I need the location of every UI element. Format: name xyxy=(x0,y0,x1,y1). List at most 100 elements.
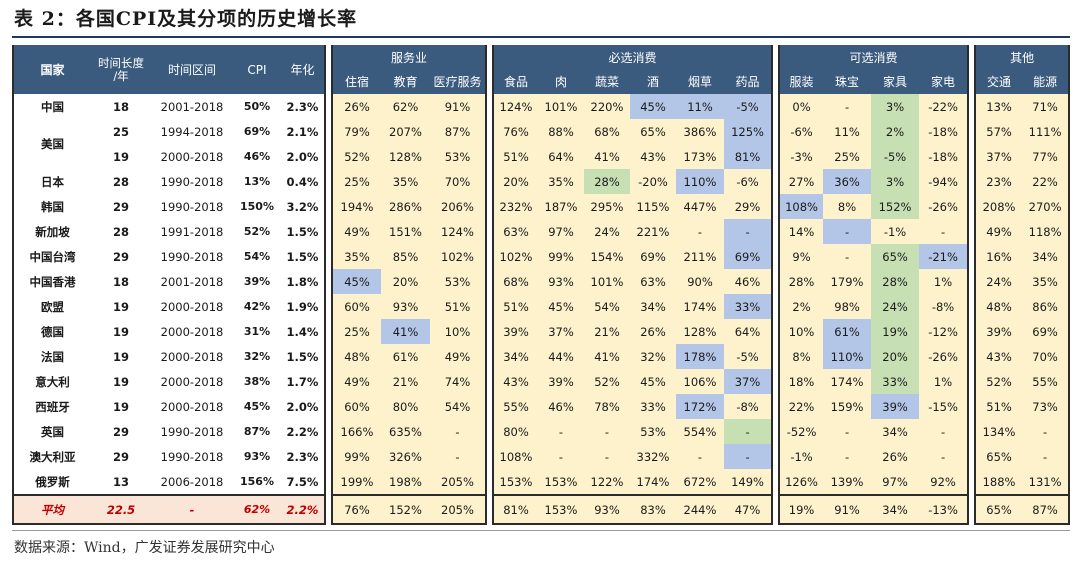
period-cell: 1990-2018 xyxy=(151,444,233,469)
length-cell: 13 xyxy=(91,469,151,496)
value-cell: 115% xyxy=(630,194,676,219)
value-cell: -6% xyxy=(778,119,824,144)
value-cell: 85% xyxy=(381,244,430,269)
value-cell: - xyxy=(538,419,584,444)
value-cell: 286% xyxy=(381,194,430,219)
table-row: 中国 18 2001-2018 50% 2.3% 26% 62% 91% 124% 101% 220… xyxy=(12,94,1071,119)
country-cell: 日本 xyxy=(12,169,91,194)
value-cell: 36% xyxy=(823,169,872,194)
value-cell: 125% xyxy=(724,119,774,144)
value-cell: 635% xyxy=(381,419,430,444)
value-cell: 386% xyxy=(676,119,724,144)
value-cell: 53% xyxy=(430,269,487,294)
value-cell: - xyxy=(538,444,584,469)
spacer xyxy=(772,495,780,524)
value-cell: 8% xyxy=(778,344,824,369)
value-cell: 188% xyxy=(974,469,1023,496)
value-cell: 79% xyxy=(331,119,381,144)
header-country: 国家 xyxy=(12,45,91,94)
value-cell: 134% xyxy=(974,419,1023,444)
spacer xyxy=(325,294,332,319)
value-cell: 672% xyxy=(676,469,724,496)
value-cell: 97% xyxy=(871,469,920,496)
cpi-cell: 50% xyxy=(233,94,281,119)
country-cell: 欧盟 xyxy=(12,294,91,319)
table-row: 西班牙 19 2000-2018 45% 2.0% 60% 80% 54% 55% 46% 78% 3… xyxy=(12,394,1071,419)
value-cell: 25% xyxy=(823,144,872,169)
spacer xyxy=(968,469,976,495)
value-cell: - xyxy=(724,219,774,244)
period-cell: 1990-2018 xyxy=(151,244,233,269)
value-cell: 49% xyxy=(331,219,381,244)
value-cell: 102% xyxy=(492,244,538,269)
spacer xyxy=(486,469,493,495)
annualized-cell: 1.5% xyxy=(281,244,326,269)
value-cell: 9% xyxy=(778,244,824,269)
value-cell: 52% xyxy=(584,369,630,394)
spacer xyxy=(325,194,332,219)
annualized-cell: 1.5% xyxy=(281,219,326,244)
value-cell: -52% xyxy=(778,419,824,444)
annualized-cell: 0.4% xyxy=(281,169,326,194)
group-other: 其他 xyxy=(974,45,1071,69)
annualized-cell: 7.5% xyxy=(281,469,326,496)
spacer xyxy=(325,119,332,144)
value-cell: -8% xyxy=(724,394,774,419)
spacer xyxy=(968,319,976,344)
value-cell: -20% xyxy=(630,169,676,194)
spacer xyxy=(968,419,976,444)
country-cell: 新加坡 xyxy=(12,219,91,244)
period-cell: 2001-2018 xyxy=(151,269,233,294)
annualized-cell: 1.7% xyxy=(281,369,326,394)
value-cell: 55% xyxy=(492,394,538,419)
spacer xyxy=(772,319,780,344)
subheader-3: 食品 xyxy=(492,69,538,94)
average-value-cell: 205% xyxy=(430,494,487,525)
cpi-cell: 13% xyxy=(233,169,281,194)
length-cell: 29 xyxy=(91,444,151,469)
value-cell: -26% xyxy=(919,194,970,219)
value-cell: 3% xyxy=(871,169,920,194)
value-cell: 211% xyxy=(676,244,724,269)
value-cell: - xyxy=(919,219,970,244)
value-cell: 69% xyxy=(724,244,774,269)
value-cell: 111% xyxy=(1022,119,1071,144)
value-cell: 1% xyxy=(919,369,970,394)
value-cell: 90% xyxy=(676,269,724,294)
table-row: 19 2000-2018 46% 2.0% 52% 128% 53% 51% 64% 41% 43%… xyxy=(13,144,1071,169)
value-cell: 61% xyxy=(381,344,430,369)
value-cell: - xyxy=(676,219,724,244)
value-cell: 198% xyxy=(381,469,430,496)
cpi-cell: 38% xyxy=(233,369,281,394)
value-cell: 80% xyxy=(492,419,538,444)
spacer xyxy=(968,495,976,524)
value-cell: 34% xyxy=(492,344,538,369)
value-cell: 65% xyxy=(974,444,1023,469)
value-cell: 63% xyxy=(492,219,538,244)
group-optional: 可选消费 xyxy=(778,45,970,69)
value-cell: 295% xyxy=(584,194,630,219)
value-cell: 206% xyxy=(430,194,487,219)
length-cell: 18 xyxy=(91,94,151,119)
annualized-cell: 1.4% xyxy=(281,319,326,344)
value-cell: 20% xyxy=(492,169,538,194)
value-cell: - xyxy=(430,444,487,469)
value-cell: 11% xyxy=(823,119,872,144)
value-cell: 34% xyxy=(1022,244,1071,269)
value-cell: 220% xyxy=(584,94,630,119)
value-cell: 10% xyxy=(430,319,487,344)
value-cell: 13% xyxy=(974,94,1023,119)
table-row: 中国台湾 29 1990-2018 54% 1.5% 35% 85% 102% 102% 99% 1… xyxy=(12,244,1071,269)
spacer xyxy=(968,244,976,269)
value-cell: 10% xyxy=(778,319,824,344)
value-cell: 86% xyxy=(1022,294,1071,319)
spacer xyxy=(968,144,976,169)
value-cell: 51% xyxy=(492,144,538,169)
value-cell: 179% xyxy=(823,269,872,294)
table-row: 德国 19 2000-2018 31% 1.4% 25% 41% 10% 39% 37% 21% 26… xyxy=(12,319,1071,344)
length-cell: 29 xyxy=(91,194,151,219)
value-cell: 0% xyxy=(778,94,824,119)
value-cell: - xyxy=(919,444,970,469)
value-cell: 33% xyxy=(871,369,920,394)
cpi-cell: 69% xyxy=(233,119,281,144)
